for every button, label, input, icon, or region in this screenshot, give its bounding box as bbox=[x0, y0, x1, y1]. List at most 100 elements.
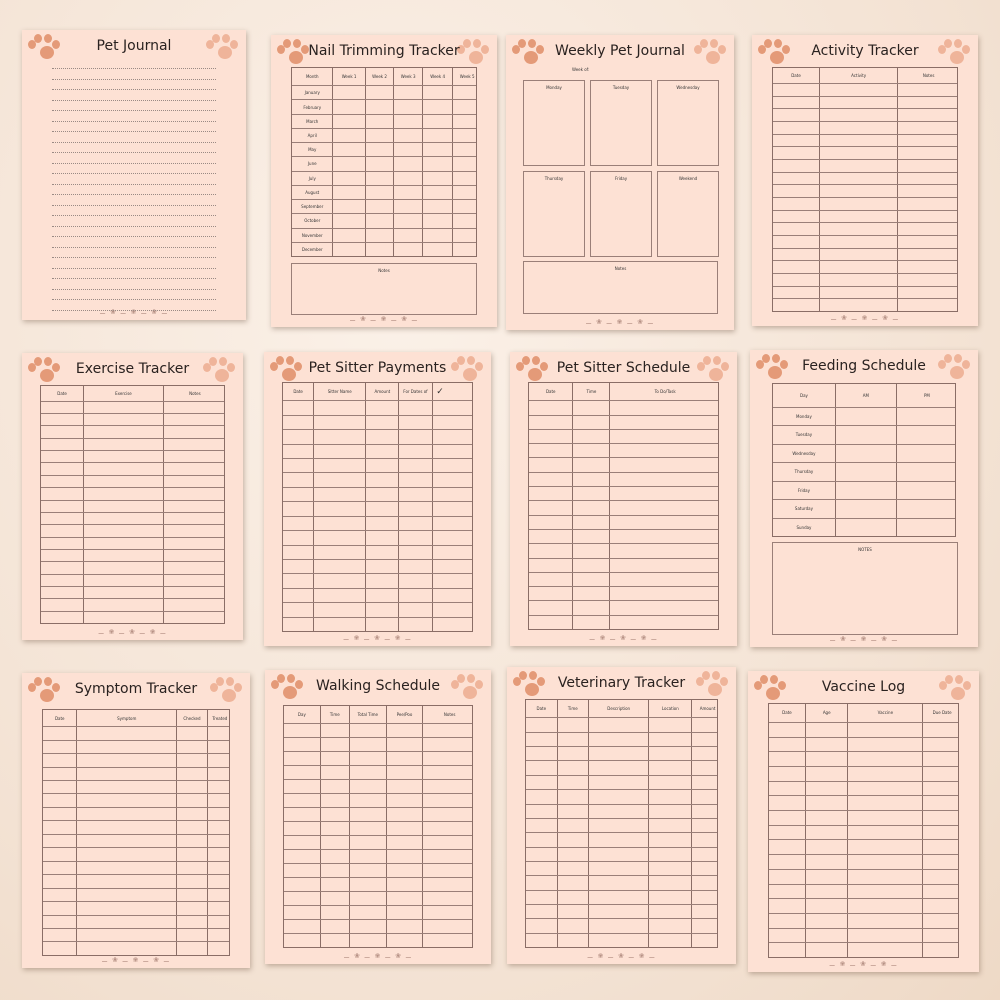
table-cell[interactable] bbox=[572, 515, 609, 529]
table-cell[interactable] bbox=[319, 751, 349, 765]
table-cell[interactable] bbox=[422, 751, 476, 765]
table-cell[interactable] bbox=[332, 242, 364, 257]
table-cell[interactable] bbox=[313, 617, 365, 631]
table-cell[interactable] bbox=[648, 732, 691, 747]
table-cell[interactable] bbox=[83, 463, 163, 475]
table-cell[interactable] bbox=[819, 160, 897, 172]
table-cell[interactable] bbox=[804, 811, 848, 825]
table-cell[interactable] bbox=[588, 804, 648, 818]
table-cell[interactable] bbox=[847, 943, 922, 958]
table-cell[interactable] bbox=[313, 401, 365, 415]
table-cell[interactable] bbox=[648, 718, 691, 732]
table-cell[interactable] bbox=[206, 740, 232, 754]
table-cell[interactable] bbox=[572, 444, 609, 458]
table-cell[interactable] bbox=[398, 430, 431, 444]
table-cell[interactable] bbox=[398, 559, 431, 574]
table-cell[interactable] bbox=[452, 242, 481, 257]
table-cell[interactable] bbox=[313, 574, 365, 588]
table-cell[interactable] bbox=[348, 765, 386, 779]
table-cell[interactable] bbox=[588, 732, 648, 747]
table-cell[interactable] bbox=[398, 401, 431, 415]
table-cell[interactable] bbox=[572, 415, 609, 429]
table-cell[interactable] bbox=[162, 611, 226, 623]
table-cell[interactable] bbox=[393, 185, 422, 200]
table-cell[interactable] bbox=[648, 790, 691, 804]
table-cell[interactable] bbox=[588, 861, 648, 876]
table-cell[interactable] bbox=[76, 781, 176, 794]
table-cell[interactable] bbox=[897, 198, 959, 210]
table-cell[interactable] bbox=[922, 855, 961, 869]
table-cell[interactable] bbox=[319, 933, 349, 947]
table-cell[interactable] bbox=[319, 793, 349, 807]
table-cell[interactable] bbox=[804, 943, 848, 958]
table-cell[interactable] bbox=[421, 157, 452, 171]
table-cell[interactable] bbox=[206, 929, 232, 942]
table-cell[interactable] bbox=[847, 737, 922, 752]
table-cell[interactable] bbox=[556, 790, 589, 804]
table-cell[interactable] bbox=[452, 128, 481, 143]
table-cell[interactable] bbox=[385, 877, 423, 891]
table-cell[interactable] bbox=[319, 807, 349, 821]
table-cell[interactable] bbox=[319, 905, 349, 919]
table-cell[interactable] bbox=[588, 876, 648, 890]
table-cell[interactable] bbox=[804, 796, 848, 811]
table-cell[interactable] bbox=[176, 902, 207, 915]
table-cell[interactable] bbox=[313, 559, 365, 574]
table-cell[interactable] bbox=[609, 558, 720, 572]
table-cell[interactable] bbox=[365, 401, 398, 415]
table-cell[interactable] bbox=[365, 516, 398, 531]
table-cell[interactable] bbox=[588, 718, 648, 732]
table-cell[interactable] bbox=[364, 242, 394, 257]
table-cell[interactable] bbox=[422, 905, 476, 919]
table-cell[interactable] bbox=[897, 236, 959, 248]
table-cell[interactable] bbox=[176, 740, 207, 754]
table-cell[interactable] bbox=[422, 891, 476, 905]
table-cell[interactable] bbox=[422, 919, 476, 933]
table-cell[interactable] bbox=[897, 96, 959, 109]
table-cell[interactable] bbox=[847, 884, 922, 899]
table-cell[interactable] bbox=[364, 128, 394, 143]
table-cell[interactable] bbox=[348, 723, 386, 737]
table-cell[interactable] bbox=[365, 459, 398, 473]
table-cell[interactable] bbox=[422, 835, 476, 849]
table-cell[interactable] bbox=[421, 86, 452, 100]
table-cell[interactable] bbox=[572, 544, 609, 558]
table-cell[interactable] bbox=[162, 426, 226, 438]
table-cell[interactable] bbox=[588, 919, 648, 933]
table-cell[interactable] bbox=[76, 848, 176, 861]
table-cell[interactable] bbox=[398, 487, 431, 502]
table-cell[interactable] bbox=[319, 891, 349, 905]
table-cell[interactable] bbox=[819, 210, 897, 223]
table-cell[interactable] bbox=[398, 516, 431, 531]
table-cell[interactable] bbox=[332, 100, 364, 114]
table-cell[interactable] bbox=[364, 171, 394, 185]
table-cell[interactable] bbox=[365, 430, 398, 444]
table-cell[interactable] bbox=[588, 833, 648, 847]
table-cell[interactable] bbox=[804, 928, 848, 943]
table-cell[interactable] bbox=[819, 274, 897, 286]
table-cell[interactable] bbox=[313, 487, 365, 502]
table-cell[interactable] bbox=[348, 919, 386, 933]
table-cell[interactable] bbox=[804, 722, 848, 737]
table-cell[interactable] bbox=[588, 775, 648, 790]
table-cell[interactable] bbox=[385, 849, 423, 863]
table-cell[interactable] bbox=[393, 200, 422, 214]
table-cell[interactable] bbox=[819, 248, 897, 261]
table-cell[interactable] bbox=[422, 765, 476, 779]
table-cell[interactable] bbox=[364, 214, 394, 228]
table-cell[interactable] bbox=[556, 804, 589, 818]
table-cell[interactable] bbox=[648, 747, 691, 761]
table-cell[interactable] bbox=[922, 722, 961, 737]
table-cell[interactable] bbox=[162, 586, 226, 599]
table-cell[interactable] bbox=[319, 821, 349, 835]
table-cell[interactable] bbox=[847, 899, 922, 913]
table-cell[interactable] bbox=[83, 414, 163, 426]
table-cell[interactable] bbox=[385, 933, 423, 947]
table-cell[interactable] bbox=[398, 473, 431, 487]
table-cell[interactable] bbox=[895, 426, 957, 444]
table-cell[interactable] bbox=[206, 754, 232, 767]
table-cell[interactable] bbox=[162, 414, 226, 426]
table-cell[interactable] bbox=[648, 833, 691, 847]
table-cell[interactable] bbox=[332, 171, 364, 185]
table-cell[interactable] bbox=[332, 143, 364, 157]
